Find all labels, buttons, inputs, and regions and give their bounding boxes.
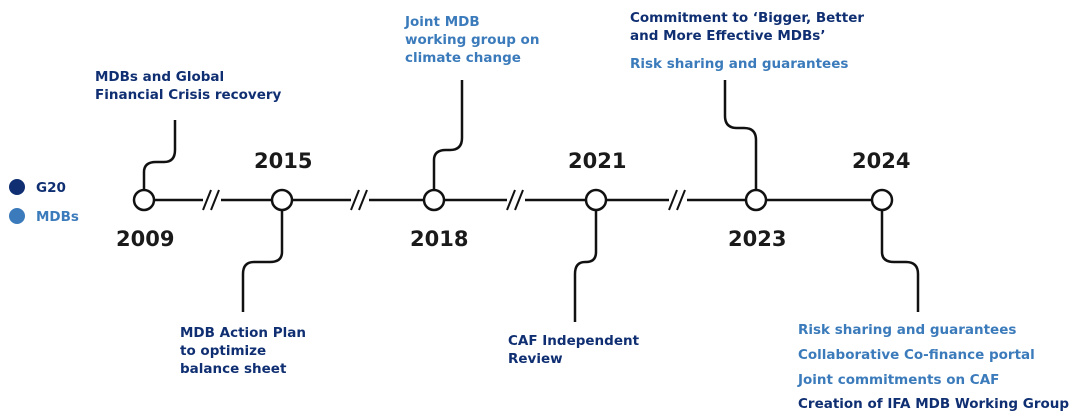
event-text: Commitment to ‘Bigger, Better [630, 10, 864, 26]
legend-dot [9, 179, 25, 195]
event-text: Collaborative Co-finance portal [798, 347, 1035, 363]
nodes [132, 188, 894, 212]
event-text: working group on [405, 32, 539, 48]
event-text: Review [508, 351, 563, 367]
milestone-year: 2021 [568, 149, 626, 173]
milestone-year: 2015 [254, 149, 312, 173]
event-text: climate change [405, 50, 521, 66]
legend-label: MDBs [36, 209, 79, 225]
milestone-year: 2018 [410, 227, 468, 251]
event-text: Creation of IFA MDB Working Group [798, 396, 1069, 412]
event-text: balance sheet [180, 361, 287, 377]
event-text: MDBs and Global [95, 69, 224, 85]
milestone-node [422, 188, 446, 212]
milestone-node [584, 188, 608, 212]
milestone-year: 2023 [728, 227, 786, 251]
event-text: to optimize [180, 343, 266, 359]
legend-dot [9, 208, 25, 224]
event-text: Risk sharing and guarantees [630, 56, 848, 72]
milestone-node [132, 188, 156, 212]
milestone-year: 2009 [116, 227, 174, 251]
event-text: Joint commitments on CAF [797, 372, 999, 388]
event-text: Financial Crisis recovery [95, 87, 282, 103]
milestone-year: 2024 [852, 149, 910, 173]
connectors [142, 80, 920, 322]
event-text: Risk sharing and guarantees [798, 322, 1016, 338]
event-text: CAF Independent [508, 333, 640, 349]
event-text: Joint MDB [404, 14, 480, 30]
milestone-node [870, 188, 894, 212]
event-text: and More Effective MDBs’ [630, 28, 825, 44]
event-text: MDB Action Plan [180, 325, 306, 341]
legend-label: G20 [36, 180, 66, 196]
milestone-node [270, 188, 294, 212]
milestone-node [744, 188, 768, 212]
breaks [202, 189, 687, 211]
